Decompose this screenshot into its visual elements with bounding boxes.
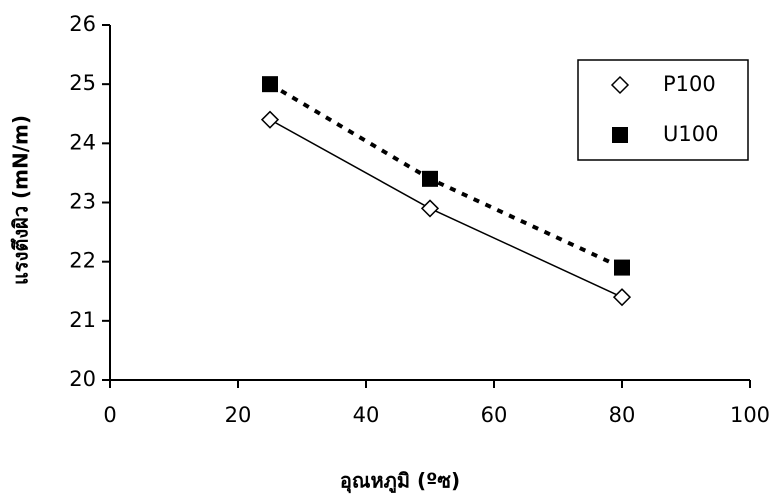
series-line [270, 120, 622, 298]
y-tick-label: 23 [69, 190, 96, 214]
y-tick-label: 21 [69, 308, 96, 332]
x-tick-label: 0 [103, 403, 116, 427]
chart: อุณหภูมิ (ºซ) แรงตึงผิว (mN/m) 20 21 22 23 2… [0, 0, 773, 498]
x-tick-label: 20 [225, 403, 252, 427]
x-axis-title: อุณหภูมิ (ºซ) [340, 469, 460, 495]
x-tick-label: 40 [353, 403, 380, 427]
y-axis-title: แรงตึงผิว (mN/m) [9, 115, 33, 285]
legend-marker [612, 127, 628, 143]
legend-label: U100 [663, 122, 718, 146]
data-point [614, 289, 630, 305]
data-point [614, 260, 630, 276]
y-tick-label: 22 [69, 249, 96, 273]
data-point [262, 112, 278, 128]
data-point [422, 171, 438, 187]
series-line [270, 84, 622, 267]
legend-label: P100 [663, 72, 716, 96]
y-tick-label: 26 [69, 12, 96, 36]
data-point [262, 76, 278, 92]
x-tick-label: 60 [481, 403, 508, 427]
x-tick-label: 100 [730, 403, 770, 427]
x-tick-label: 80 [609, 403, 636, 427]
y-tick-label: 20 [69, 367, 96, 391]
page: อุณหภูมิ (ºซ) แรงตึงผิว (mN/m) 20 21 22 23 2… [0, 0, 773, 498]
y-tick-label: 24 [69, 130, 96, 154]
y-tick-label: 25 [69, 71, 96, 95]
data-point [422, 200, 438, 216]
